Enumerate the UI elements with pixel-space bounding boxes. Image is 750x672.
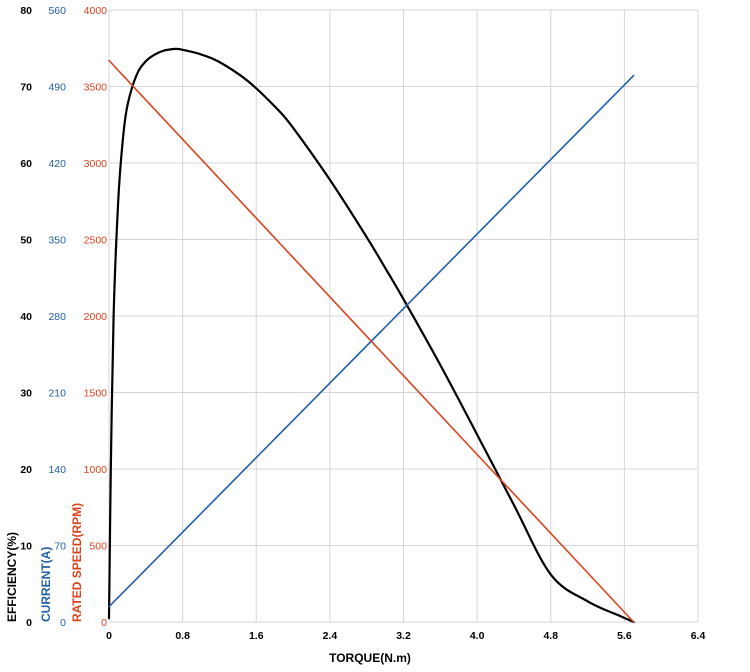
x-axis-title: TORQUE(N.m) <box>329 651 411 665</box>
chart-series <box>107 47 635 624</box>
efficiency-line <box>107 47 635 624</box>
y-tick-label: 1500 <box>84 388 108 400</box>
speed-line <box>108 59 635 623</box>
y-tick-label: 0 <box>26 617 32 629</box>
y-tick-label: 3500 <box>84 82 108 94</box>
y-axis-title-rated-speed: RATED SPEED(RPM) <box>70 503 84 622</box>
y-tick-label: 80 <box>20 5 32 17</box>
x-tick-label: 0 <box>106 630 112 642</box>
y-tick-label: 280 <box>48 311 66 323</box>
y-tick-label: 140 <box>48 464 66 476</box>
y-axis-title-efficiency: EFFICIENCY(%) <box>5 532 19 622</box>
x-tick-label: 4.0 <box>470 630 485 642</box>
y-tick-label: 30 <box>20 388 32 400</box>
y-tick-label: 4000 <box>84 5 108 17</box>
x-tick-label: 4.8 <box>543 630 558 642</box>
y-tick-label: 560 <box>48 5 66 17</box>
y-tick-label: 350 <box>48 235 66 247</box>
x-tick-label: 5.6 <box>617 630 632 642</box>
y-tick-label: 10 <box>20 541 32 553</box>
y-tick-label: 70 <box>54 541 66 553</box>
y-tick-label: 70 <box>20 82 32 94</box>
y-tick-label: 210 <box>48 388 66 400</box>
x-tick-label: 0.8 <box>175 630 190 642</box>
y-tick-label: 3000 <box>84 158 108 170</box>
y-tick-label: 0 <box>101 617 107 629</box>
y-axis-title-current: CURRENT(A) <box>39 547 53 622</box>
y-tick-label: 20 <box>20 464 32 476</box>
y-tick-label: 60 <box>20 158 32 170</box>
y-tick-label: 500 <box>89 541 107 553</box>
chart-grid <box>108 9 699 623</box>
y-tick-label: 1000 <box>84 464 108 476</box>
y-tick-label: 50 <box>20 235 32 247</box>
y-tick-label: 2000 <box>84 311 108 323</box>
y-tick-label: 0 <box>60 617 66 629</box>
x-tick-label: 2.4 <box>323 630 338 642</box>
y-tick-label: 490 <box>48 82 66 94</box>
axis-tick-labels: 0 0.8 1.6 2.4 3.2 4.0 4.8 5.6 6.4 0 10 20 30 40 50 60 70… <box>20 5 705 642</box>
x-tick-label: 3.2 <box>396 630 411 642</box>
y-tick-label: 420 <box>48 158 66 170</box>
x-tick-label: 1.6 <box>249 630 264 642</box>
x-tick-label: 6.4 <box>691 630 706 642</box>
y-tick-label: 40 <box>20 311 32 323</box>
y-tick-label: 2500 <box>84 235 108 247</box>
